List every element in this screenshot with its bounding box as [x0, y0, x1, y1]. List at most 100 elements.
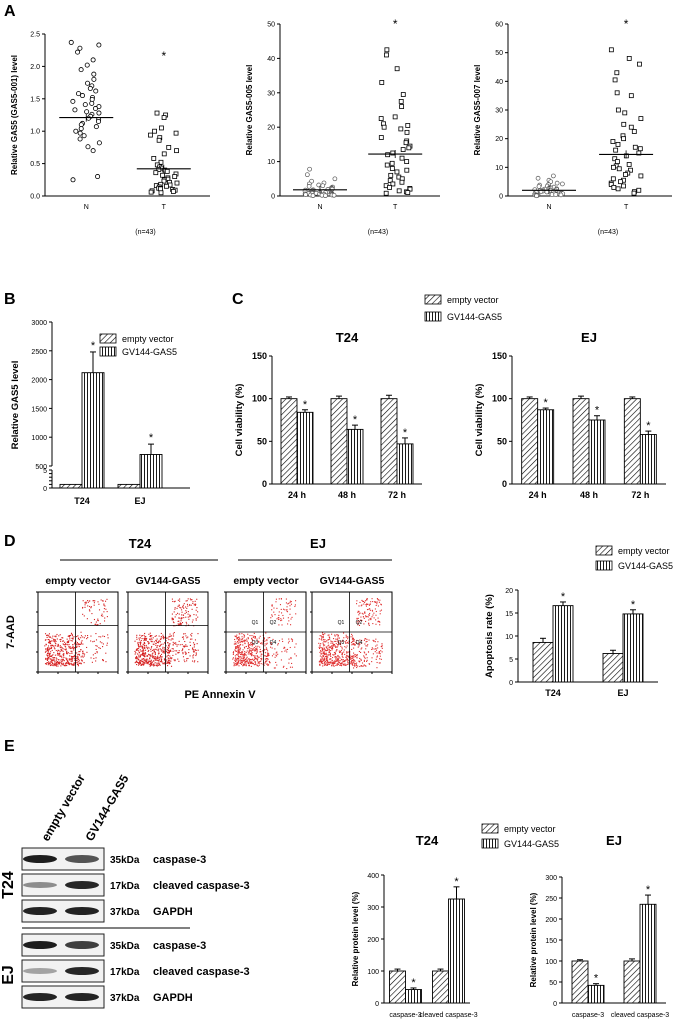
event-dot [353, 652, 355, 654]
bar-empty-vector [280, 398, 298, 485]
event-dot [150, 650, 152, 652]
event-dot [262, 650, 264, 652]
event-dot [363, 603, 365, 605]
event-dot [141, 664, 143, 666]
event-dot [351, 635, 354, 637]
protein-band [65, 855, 99, 863]
y-tick-label: 10 [505, 634, 513, 641]
event-dot [55, 664, 57, 666]
event-dot [171, 613, 173, 615]
event-dot [188, 652, 190, 654]
event-dot [84, 602, 86, 604]
event-dot [187, 611, 189, 613]
event-dot [242, 656, 244, 658]
event-dot [266, 655, 268, 657]
event-dot [265, 655, 267, 658]
data-point [160, 172, 165, 178]
event-dot [157, 657, 159, 659]
event-dot [163, 659, 166, 661]
event-dot [162, 634, 164, 636]
event-dot [245, 640, 247, 642]
event-dot [60, 646, 62, 648]
event-dot [330, 658, 332, 660]
event-dot [327, 654, 330, 656]
event-dot [65, 663, 67, 665]
event-dot [173, 601, 175, 603]
event-dot [185, 645, 187, 647]
event-dot [244, 660, 246, 662]
event-dot [322, 655, 324, 657]
event-dot [106, 616, 108, 618]
event-dot [71, 660, 73, 662]
event-dot [340, 664, 342, 666]
event-dot [149, 661, 151, 663]
event-dot [319, 651, 321, 653]
event-dot [189, 614, 191, 616]
event-dot [90, 657, 92, 659]
event-dot [136, 649, 138, 651]
data-point [384, 52, 389, 58]
event-dot [53, 640, 55, 642]
event-dot [276, 618, 278, 620]
event-dot [140, 654, 142, 656]
event-dot [145, 646, 148, 648]
event-dot [329, 663, 331, 665]
protein-band [65, 907, 99, 915]
event-dot [276, 664, 278, 666]
event-dot [366, 657, 368, 659]
data-point [399, 104, 405, 109]
data-point [610, 176, 616, 182]
event-dot [376, 667, 378, 669]
y-tick-label: 2500 [31, 349, 47, 356]
event-dot [58, 635, 60, 637]
event-dot [154, 658, 156, 660]
event-dot [144, 662, 146, 664]
x-tick-label: T24 [545, 688, 561, 698]
event-dot [155, 639, 157, 641]
event-dot [324, 650, 326, 652]
event-dot [153, 655, 155, 657]
event-dot [247, 661, 249, 663]
event-dot [353, 659, 355, 661]
data-point [378, 135, 384, 140]
event-dot [90, 606, 92, 608]
event-dot [163, 658, 166, 660]
event-dot [279, 604, 282, 606]
data-point [612, 156, 618, 162]
event-dot [154, 635, 156, 637]
event-dot [331, 663, 333, 665]
event-dot [97, 619, 99, 622]
event-dot [154, 662, 156, 664]
event-dot [330, 662, 332, 664]
event-dot [237, 662, 239, 664]
event-dot [160, 650, 162, 652]
y-axis-title: Relative protein level (%) [351, 891, 360, 986]
event-dot [330, 646, 332, 648]
event-dot [376, 655, 378, 657]
event-dot [265, 632, 267, 634]
data-point [631, 190, 637, 196]
event-dot [326, 660, 328, 662]
event-dot [274, 656, 276, 658]
event-dot [51, 637, 53, 639]
event-dot [58, 654, 60, 656]
event-dot [152, 649, 154, 651]
event-dot [362, 613, 364, 615]
event-dot [163, 647, 165, 649]
panel-label-e: E [4, 738, 15, 755]
event-dot [273, 667, 275, 669]
event-dot [140, 645, 142, 647]
event-dot [371, 648, 373, 651]
event-dot [52, 657, 54, 659]
data-point [307, 166, 312, 172]
event-dot [79, 650, 81, 653]
event-dot [239, 638, 241, 640]
event-dot [358, 660, 360, 662]
event-dot [59, 639, 61, 641]
event-dot [319, 663, 321, 665]
event-dot [321, 657, 323, 659]
event-dot [260, 658, 262, 660]
event-dot [139, 659, 141, 661]
panel-b-bar-chart: 5001000150020002500300005*T24*EJRelative… [10, 320, 190, 506]
event-dot [381, 644, 383, 646]
